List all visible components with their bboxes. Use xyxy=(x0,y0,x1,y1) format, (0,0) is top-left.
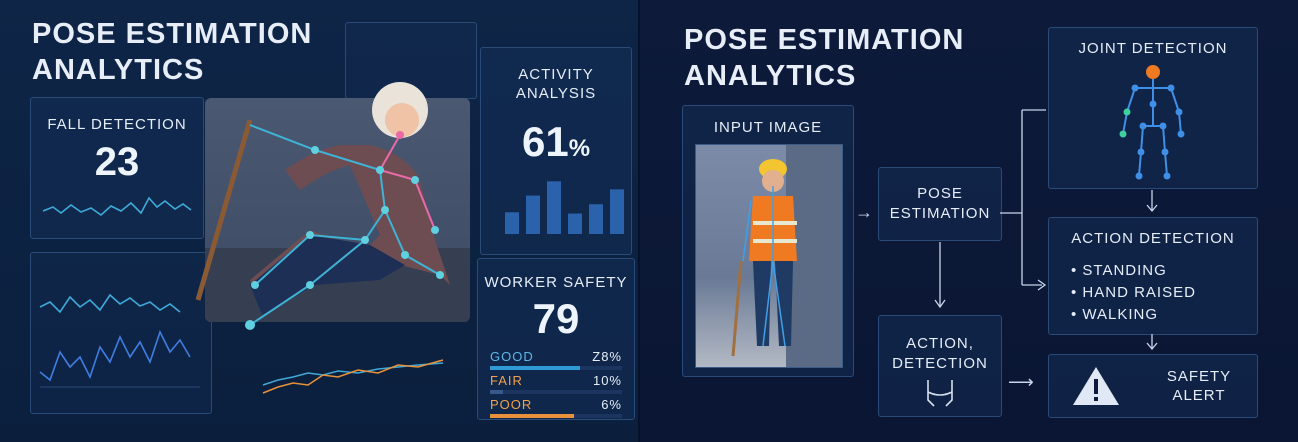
arrow-to-pose-estimation: → xyxy=(855,202,873,222)
arrow-down-to-action xyxy=(934,242,946,309)
safety-row-track xyxy=(490,414,622,418)
arrow-down-to-alert xyxy=(1146,334,1158,351)
left-title: POSE ESTIMATION ANALYTICS xyxy=(32,16,312,88)
action-box-label: ACTION, DETECTION xyxy=(879,334,1001,374)
right-title: POSE ESTIMATION ANALYTICS xyxy=(684,22,964,94)
line-chart-bottom-center xyxy=(262,359,444,394)
safety-alert-line2: ALERT xyxy=(1172,387,1226,404)
pose-estimation-line1: POSE xyxy=(917,185,963,202)
divider xyxy=(638,0,640,442)
activity-bar xyxy=(589,204,603,234)
action-list: • STANDING • HAND RAISED • WALKING xyxy=(1071,260,1196,326)
safety-row-fill xyxy=(490,390,504,394)
action-detection-panel[interactable]: ACTION DETECTION • STANDING • HAND RAISE… xyxy=(1048,217,1258,335)
worker-figure xyxy=(731,159,797,357)
safety-alert-line1: SAFETY xyxy=(1166,368,1232,385)
legs-icon xyxy=(927,380,953,407)
fall-detection-value: 23 xyxy=(94,140,140,184)
safety-row-percent: Z8% xyxy=(592,349,622,364)
safety-row-percent: 6% xyxy=(601,397,622,412)
joint-detection-panel[interactable]: JOINT DETECTION xyxy=(1048,27,1258,189)
activity-bar xyxy=(505,212,519,234)
action-detection-label: ACTION DETECTION xyxy=(1071,230,1235,247)
activity-analysis-value: 61% xyxy=(481,118,631,166)
action-item-hand-raised: • HAND RAISED xyxy=(1071,284,1196,301)
right-title-line1: POSE ESTIMATION xyxy=(684,24,965,56)
safety-row-fill xyxy=(490,414,575,418)
activity-bar-chart xyxy=(505,181,624,234)
right-infographic: POSE ESTIMATION ANALYTICS INPUT IMAGE → … xyxy=(640,0,1298,442)
activity-bar xyxy=(568,213,582,234)
right-title-line2: ANALYTICS xyxy=(684,60,857,92)
left-title-line2: ANALYTICS xyxy=(32,54,205,86)
input-image-panel[interactable]: INPUT IMAGE xyxy=(682,105,854,377)
pose-estimation-line2: ESTIMATION xyxy=(889,205,991,222)
left-title-line1: POSE ESTIMATION xyxy=(32,18,313,50)
safety-row-percent: 10% xyxy=(592,373,622,388)
activity-bar xyxy=(526,195,540,234)
activity-analysis-label-line2: ANALYSIS xyxy=(515,85,597,102)
arrow-to-safety-alert: ⟶ xyxy=(1008,372,1034,392)
worker-safety-value: 79 xyxy=(532,295,580,342)
activity-analysis-unit: % xyxy=(568,135,591,162)
safety-row-track xyxy=(490,390,622,394)
safety-row-track xyxy=(490,366,622,370)
activity-bar xyxy=(547,181,561,234)
activity-analysis-label-line1: ACTIVITY xyxy=(518,66,594,83)
input-image-label: INPUT IMAGE xyxy=(713,119,823,136)
activity-analysis-label: ACTIVITY ANALYSIS xyxy=(481,65,631,103)
safety-row-name: GOOD xyxy=(490,349,534,364)
action-box-line2: DETECTION xyxy=(892,355,988,372)
fall-detection-panel[interactable]: FALL DETECTION 23 xyxy=(30,97,204,239)
fall-detection-label: FALL DETECTION xyxy=(47,116,187,133)
joint-skeleton-icon xyxy=(1119,65,1185,180)
activity-analysis-panel[interactable]: ACTIVITY ANALYSIS 61% xyxy=(480,47,632,255)
worker-safety-panel[interactable]: WORKER SAFETY 79 GOOD Z8% FAIR 10% POOR 6% xyxy=(477,258,635,420)
action-item-walking: • WALKING xyxy=(1071,306,1159,323)
pose-estimation-box[interactable]: POSE ESTIMATION xyxy=(878,167,1002,241)
left-infographic: POSE ESTIMATION ANALYTICS FALL DETECTION… xyxy=(0,0,638,442)
fall-photo xyxy=(205,98,470,322)
safety-row-name: POOR xyxy=(490,397,533,412)
warning-icon xyxy=(1073,367,1119,405)
arrow-down-to-action-detection xyxy=(1146,190,1158,213)
worker-safety-label: WORKER SAFETY xyxy=(484,274,628,291)
safety-row-fill xyxy=(490,366,580,370)
safety-alert-panel[interactable]: SAFETY ALERT xyxy=(1048,354,1258,418)
fall-detection-sparkline xyxy=(42,196,192,217)
fallen-person-skeleton-illustration xyxy=(195,82,450,330)
action-box-line1: ACTION, xyxy=(906,335,974,352)
joint-detection-label: JOINT DETECTION xyxy=(1078,40,1228,57)
connector-lines xyxy=(1000,109,1047,291)
safety-alert-label: SAFETY ALERT xyxy=(1149,367,1249,405)
action-item-standing: • STANDING xyxy=(1071,262,1167,279)
pose-estimation-label: POSE ESTIMATION xyxy=(879,184,1001,224)
activity-analysis-number: 61 xyxy=(521,118,569,165)
action-box[interactable]: ACTION, DETECTION xyxy=(878,315,1002,417)
line-charts-bottom-left xyxy=(39,293,200,388)
safety-row-name: FAIR xyxy=(490,373,523,388)
activity-bar xyxy=(610,189,624,234)
